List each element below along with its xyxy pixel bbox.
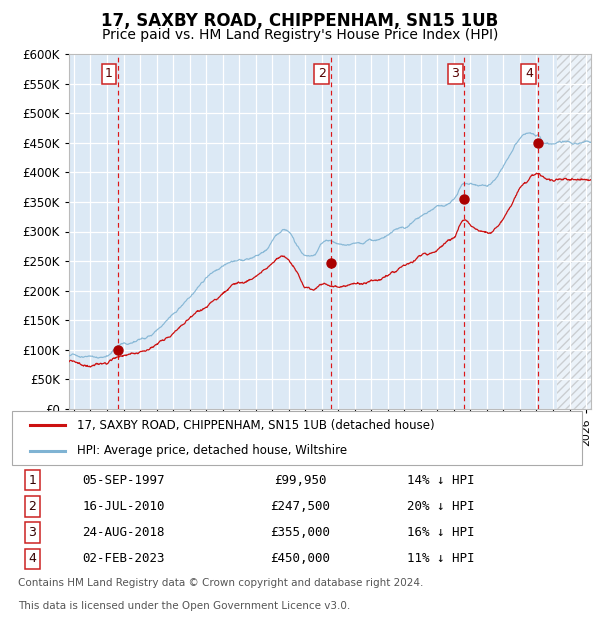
Text: 1: 1: [105, 67, 113, 80]
Text: 05-SEP-1997: 05-SEP-1997: [82, 474, 165, 487]
Text: £450,000: £450,000: [270, 552, 330, 565]
Text: 3: 3: [29, 526, 37, 539]
Text: £247,500: £247,500: [270, 500, 330, 513]
Text: Price paid vs. HM Land Registry's House Price Index (HPI): Price paid vs. HM Land Registry's House …: [102, 28, 498, 42]
Text: 17, SAXBY ROAD, CHIPPENHAM, SN15 1UB (detached house): 17, SAXBY ROAD, CHIPPENHAM, SN15 1UB (de…: [77, 418, 434, 432]
Text: 16% ↓ HPI: 16% ↓ HPI: [407, 526, 475, 539]
Text: 11% ↓ HPI: 11% ↓ HPI: [407, 552, 475, 565]
Text: 02-FEB-2023: 02-FEB-2023: [82, 552, 165, 565]
Text: 17, SAXBY ROAD, CHIPPENHAM, SN15 1UB: 17, SAXBY ROAD, CHIPPENHAM, SN15 1UB: [101, 12, 499, 30]
Bar: [557, 54, 591, 409]
Text: 2: 2: [317, 67, 326, 80]
Text: 2: 2: [29, 500, 37, 513]
Text: 3: 3: [451, 67, 460, 80]
Text: 24-AUG-2018: 24-AUG-2018: [82, 526, 165, 539]
FancyBboxPatch shape: [12, 411, 582, 464]
Text: 20% ↓ HPI: 20% ↓ HPI: [407, 500, 475, 513]
Bar: [557, 54, 591, 409]
Text: 4: 4: [525, 67, 533, 80]
Text: Contains HM Land Registry data © Crown copyright and database right 2024.: Contains HM Land Registry data © Crown c…: [18, 578, 423, 588]
Text: 1: 1: [29, 474, 37, 487]
Text: £355,000: £355,000: [270, 526, 330, 539]
Text: 4: 4: [29, 552, 37, 565]
Text: HPI: Average price, detached house, Wiltshire: HPI: Average price, detached house, Wilt…: [77, 445, 347, 458]
Text: £99,950: £99,950: [274, 474, 326, 487]
Text: 16-JUL-2010: 16-JUL-2010: [82, 500, 165, 513]
Text: This data is licensed under the Open Government Licence v3.0.: This data is licensed under the Open Gov…: [18, 601, 350, 611]
Text: 14% ↓ HPI: 14% ↓ HPI: [407, 474, 475, 487]
